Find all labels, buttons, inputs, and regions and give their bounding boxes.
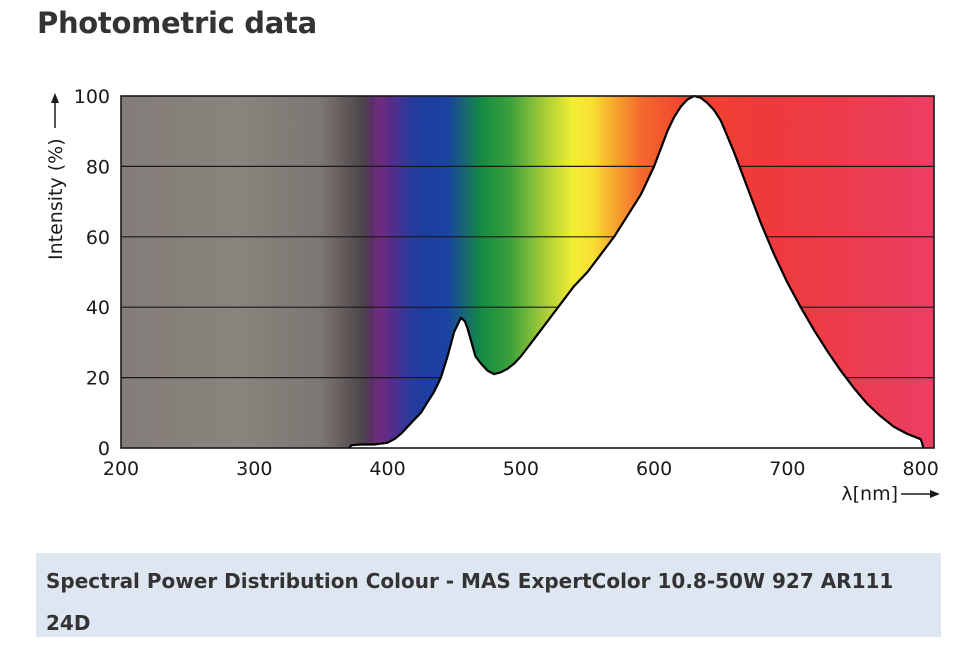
x-tick-label: 400	[369, 458, 405, 480]
x-tick-label: 500	[503, 458, 539, 480]
y-tick-label: 0	[98, 438, 110, 460]
y-axis-label: Intensity (%)	[45, 138, 67, 260]
spectrum-curve	[348, 94, 925, 449]
caption-box: Spectral Power Distribution Colour - MAS…	[36, 553, 941, 637]
x-tick-labels: 200 300 400 500 600 700 800	[103, 458, 939, 480]
x-tick-label: 200	[103, 458, 139, 480]
spectral-chart: 0 20 40 60 80 100 200 300 400 500 600 700 800 Inten…	[45, 86, 940, 505]
y-tick-label: 100	[74, 86, 110, 108]
y-axis-title: Intensity (%)	[45, 93, 67, 260]
x-tick-label: 700	[769, 458, 805, 480]
y-tick-labels: 0 20 40 60 80 100	[74, 86, 110, 460]
caption-text: Spectral Power Distribution Colour - MAS…	[46, 569, 894, 635]
y-tick-label: 60	[86, 227, 110, 249]
y-tick-label: 20	[86, 368, 110, 390]
page-title: Photometric data	[37, 6, 317, 40]
plot-frame	[120, 95, 935, 449]
x-axis-arrow-head	[930, 490, 940, 498]
y-tick-label: 80	[86, 156, 110, 178]
y-axis-arrow-head	[51, 93, 59, 103]
spectrum-fill	[348, 96, 924, 448]
x-tick-label: 300	[236, 458, 272, 480]
x-tick-label: 800	[903, 458, 939, 480]
x-tick-label: 600	[636, 458, 672, 480]
x-axis-label: λ[nm]	[841, 483, 898, 505]
y-tick-label: 40	[86, 297, 110, 319]
x-axis-title: λ[nm]	[841, 483, 940, 505]
